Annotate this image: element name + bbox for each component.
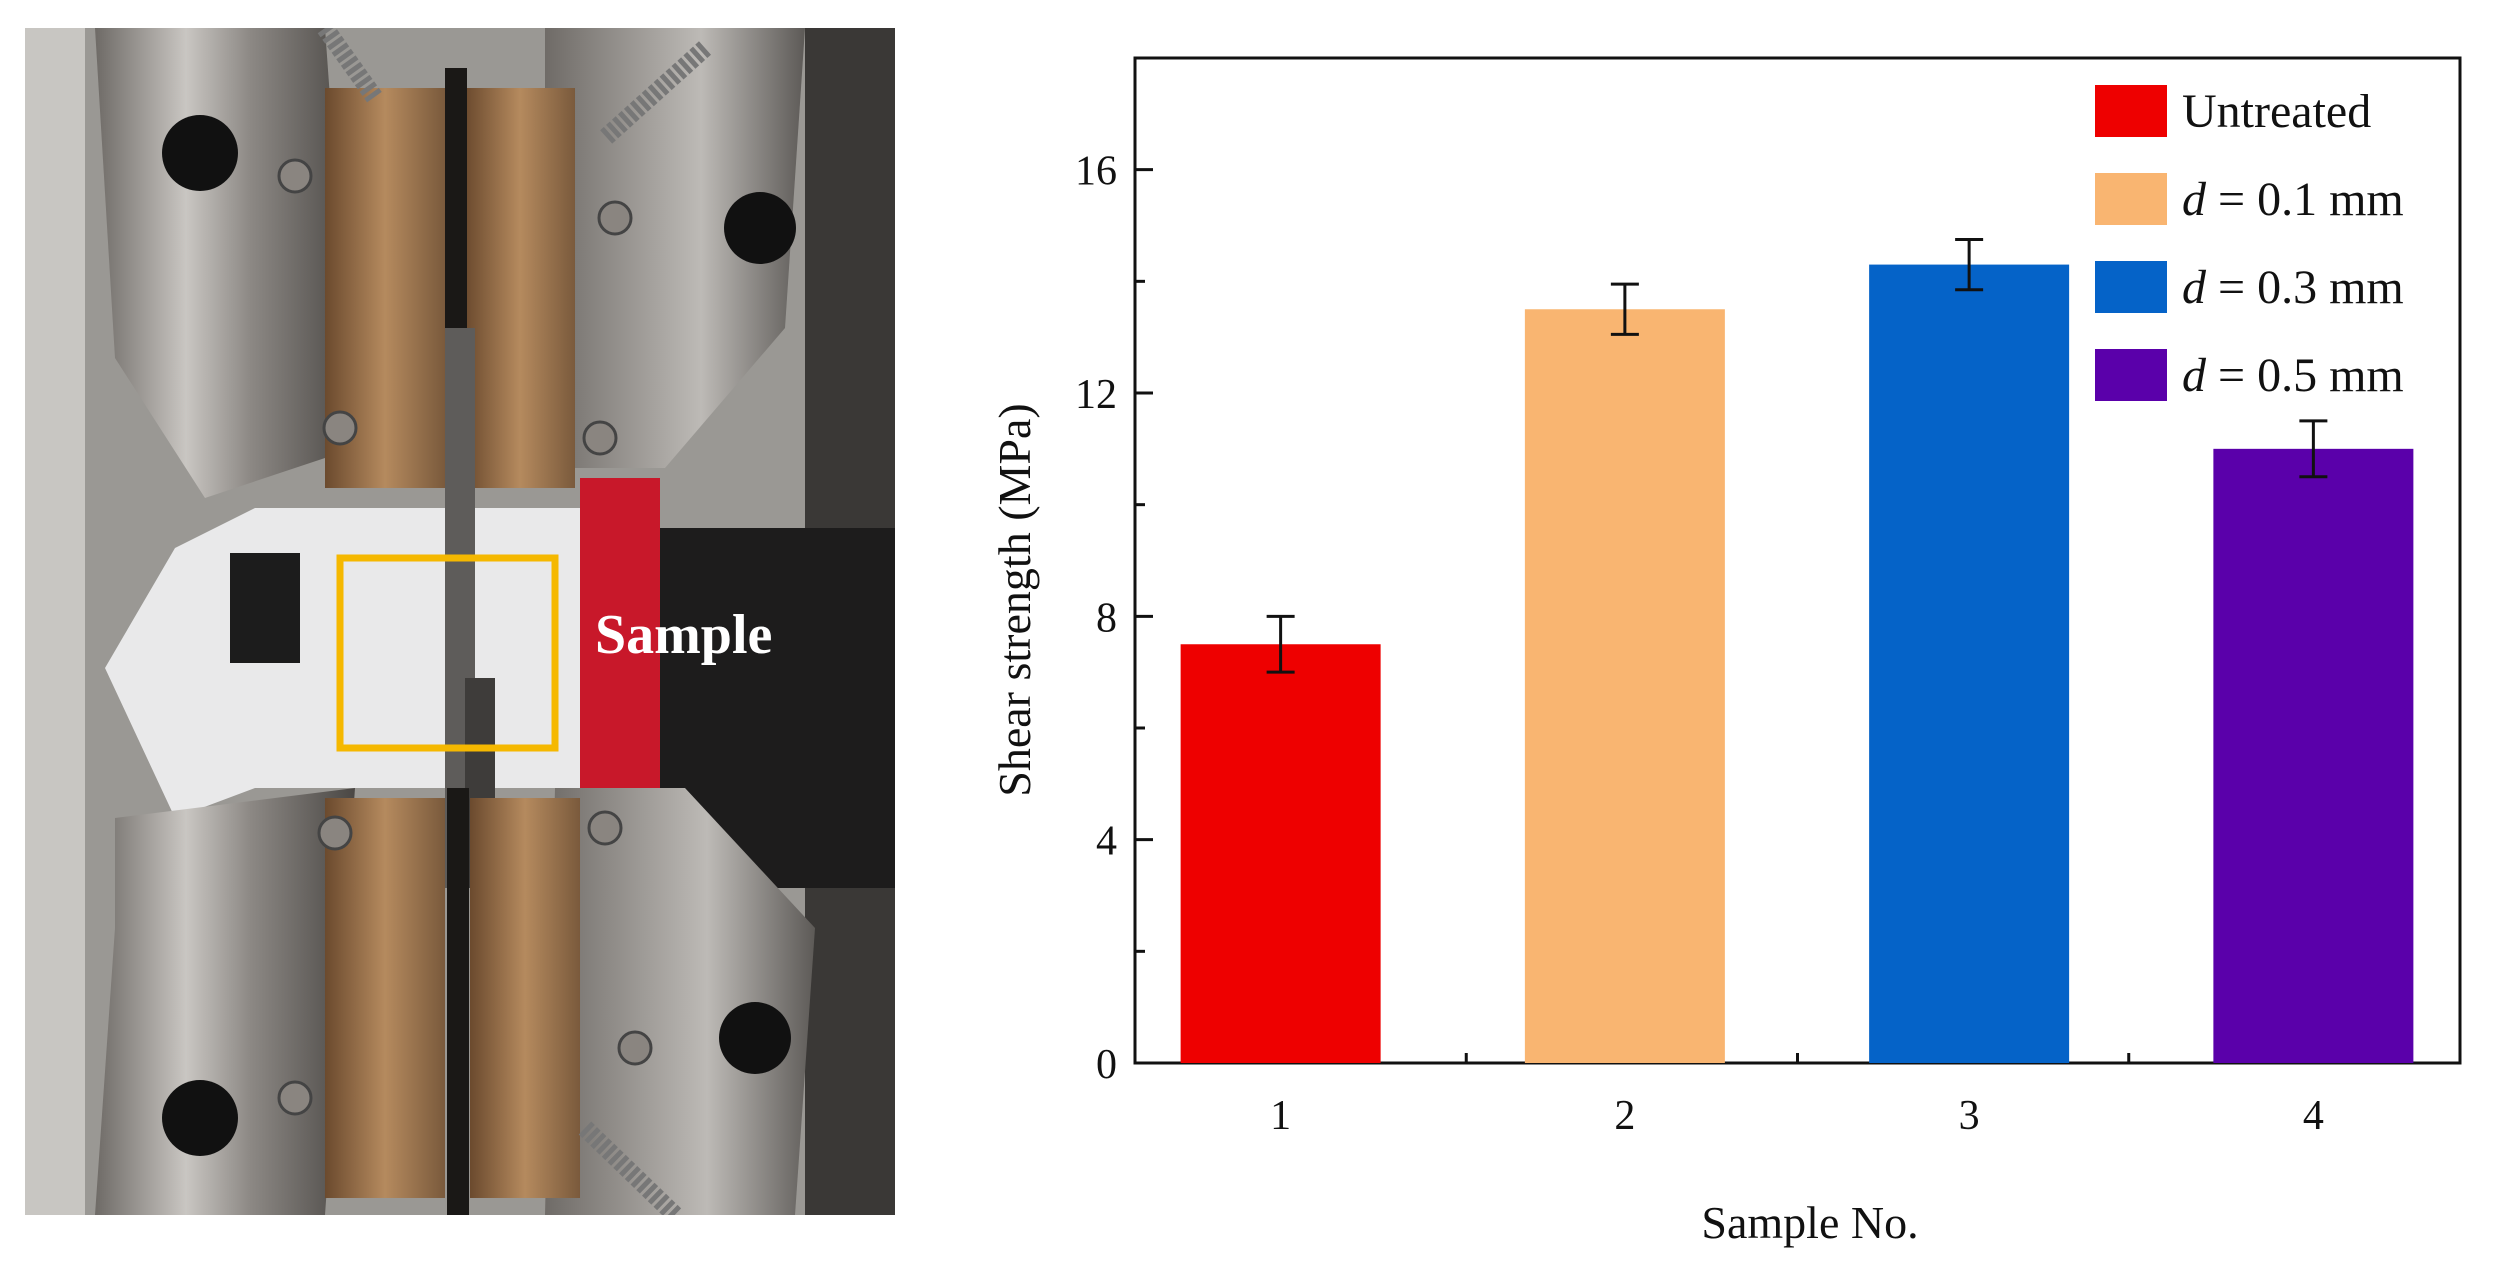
upper-bronze-insert-right bbox=[465, 88, 575, 488]
bolt-hole-lower-right bbox=[719, 1002, 791, 1074]
bar bbox=[1180, 644, 1381, 1063]
legend-label: d = 0.3 mm bbox=[2182, 261, 2404, 314]
y-tick-label: 0 bbox=[1096, 1042, 1117, 1088]
legend-text: = 0.3 mm bbox=[2206, 261, 2404, 314]
upper-grip-left-jaw bbox=[95, 28, 355, 498]
spring-lower-right bbox=[578, 1121, 682, 1215]
y-tick-label: 12 bbox=[1075, 372, 1117, 418]
lower-bronze-insert-right bbox=[470, 798, 580, 1198]
legend-label: d = 0.5 mm bbox=[2182, 349, 2404, 402]
sample-highlight-box bbox=[336, 554, 559, 752]
error-bars bbox=[1266, 237, 2328, 674]
x-tick-label: 3 bbox=[1959, 1093, 1980, 1139]
y-tick-label: 8 bbox=[1096, 595, 1117, 641]
screw-upper-3 bbox=[597, 200, 633, 236]
bolt-hole-upper-left bbox=[162, 115, 238, 191]
test-fixture-photo: Sample bbox=[25, 28, 895, 1215]
legend-text: = 0.5 mm bbox=[2206, 349, 2404, 402]
x-tick-label: 4 bbox=[2303, 1093, 2324, 1139]
bar bbox=[1524, 309, 1725, 1063]
bars bbox=[1180, 264, 2414, 1063]
legend-label: Untreated bbox=[2182, 85, 2371, 138]
legend-swatch bbox=[2095, 173, 2167, 225]
lower-bronze-insert-left bbox=[325, 798, 445, 1198]
bolt-hole-lower-left bbox=[162, 1080, 238, 1156]
x-tick-label: 2 bbox=[1614, 1093, 1635, 1139]
y-axis: 0 4 8 12 16 bbox=[1075, 149, 1153, 1088]
lower-grip-right-jaw bbox=[545, 788, 815, 1215]
screw-upper-1 bbox=[277, 158, 313, 194]
x-axis-label: Sample No. bbox=[1701, 1197, 1918, 1248]
bar bbox=[2213, 448, 2414, 1063]
screw-lower-2 bbox=[277, 1080, 313, 1116]
legend-swatch bbox=[2095, 85, 2167, 137]
screw-lower-3 bbox=[587, 810, 623, 846]
x-tick-label: 1 bbox=[1270, 1093, 1291, 1139]
y-tick-label: 4 bbox=[1096, 819, 1117, 865]
legend-italic-symbol: d bbox=[2182, 349, 2207, 402]
screw-upper-4 bbox=[582, 420, 618, 456]
lower-center-gap bbox=[447, 788, 469, 1215]
legend-swatch bbox=[2095, 349, 2167, 401]
y-tick-label: 16 bbox=[1075, 149, 1117, 195]
legend-swatch bbox=[2095, 261, 2167, 313]
screw-upper-2 bbox=[322, 410, 358, 446]
legend-italic-symbol: d bbox=[2182, 261, 2207, 314]
screw-lower-1 bbox=[317, 815, 353, 851]
screw-lower-4 bbox=[617, 1030, 653, 1066]
bolt-hole-upper-right bbox=[724, 192, 796, 264]
machine-frame-left bbox=[25, 28, 85, 1215]
spring-upper-left bbox=[317, 28, 383, 104]
legend-text: = 0.1 mm bbox=[2206, 173, 2404, 226]
bar bbox=[1869, 264, 2070, 1063]
legend-label: d = 0.1 mm bbox=[2182, 173, 2404, 226]
black-connector bbox=[230, 553, 300, 663]
lower-grip-left-jaw bbox=[95, 788, 355, 1215]
red-plate bbox=[580, 478, 660, 788]
x-axis: 1 2 3 4 bbox=[1270, 1045, 2324, 1139]
sample-label: Sample bbox=[595, 604, 772, 666]
spring-upper-right bbox=[598, 41, 712, 145]
legend-text: Untreated bbox=[2182, 85, 2371, 138]
y-axis-label: Shear strength (MPa) bbox=[989, 403, 1040, 796]
legend-italic-symbol: d bbox=[2182, 173, 2207, 226]
